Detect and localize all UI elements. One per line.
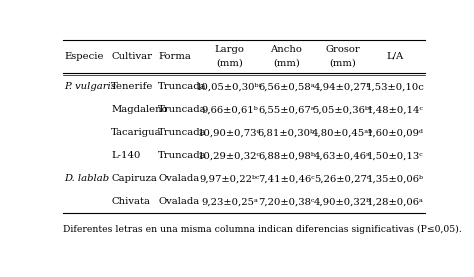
Text: 5,05±0,36ᵇᶜ: 5,05±0,36ᵇᶜ	[312, 105, 373, 114]
Text: 6,55±0,67ᵃ: 6,55±0,67ᵃ	[258, 105, 315, 114]
Text: D. lablab: D. lablab	[64, 175, 109, 183]
Text: 1,28±0,06ᵃ: 1,28±0,06ᵃ	[366, 198, 423, 206]
Text: Capiruza: Capiruza	[111, 175, 157, 183]
Text: 10,90±0,73ᵈ: 10,90±0,73ᵈ	[198, 128, 261, 137]
Text: Chivata: Chivata	[111, 198, 150, 206]
Text: Ovalada: Ovalada	[158, 198, 200, 206]
Text: Magdaleno: Magdaleno	[111, 105, 168, 114]
Text: Especie: Especie	[64, 52, 103, 61]
Text: (mm): (mm)	[329, 58, 356, 67]
Text: 9,97±0,22ᵇᶜ: 9,97±0,22ᵇᶜ	[199, 175, 260, 183]
Text: 1,60±0,09ᵈ: 1,60±0,09ᵈ	[366, 128, 423, 137]
Text: Diferentes letras en una misma columna indican diferencias significativas (P≤0,0: Diferentes letras en una misma columna i…	[63, 225, 462, 234]
Text: Cultivar: Cultivar	[111, 52, 152, 61]
Text: 4,80±0,45ᵃᵇ: 4,80±0,45ᵃᵇ	[312, 128, 373, 137]
Text: 7,41±0,46ᶜ: 7,41±0,46ᶜ	[258, 175, 315, 183]
Text: 1,53±0,10c: 1,53±0,10c	[365, 82, 424, 91]
Text: 7,20±0,38ᶜ: 7,20±0,38ᶜ	[258, 198, 315, 206]
Text: Truncada: Truncada	[158, 128, 207, 137]
Text: Truncada: Truncada	[158, 152, 207, 160]
Text: Tacarigua: Tacarigua	[111, 128, 162, 137]
Text: Tenerife: Tenerife	[111, 82, 154, 91]
Text: 9,23±0,25ᵃ: 9,23±0,25ᵃ	[201, 198, 258, 206]
Text: 1,50±0,13ᶜ: 1,50±0,13ᶜ	[366, 152, 423, 160]
Text: Grosor: Grosor	[325, 45, 360, 54]
Text: 4,63±0,46ᵃ: 4,63±0,46ᵃ	[314, 152, 371, 160]
Text: 1,48±0,14ᶜ: 1,48±0,14ᶜ	[366, 105, 423, 114]
Text: (mm): (mm)	[216, 58, 243, 67]
Text: 10,29±0,32ᶜ: 10,29±0,32ᶜ	[198, 152, 261, 160]
Text: 6,88±0,98ᵇ: 6,88±0,98ᵇ	[258, 152, 315, 160]
Text: 9,66±0,61ᵇ: 9,66±0,61ᵇ	[201, 105, 258, 114]
Text: Truncada: Truncada	[158, 82, 207, 91]
Text: (mm): (mm)	[273, 58, 300, 67]
Text: Largo: Largo	[214, 45, 244, 54]
Text: P. vulgaris: P. vulgaris	[64, 82, 116, 91]
Text: 1,35±0,06ᵇ: 1,35±0,06ᵇ	[366, 175, 423, 183]
Text: L-140: L-140	[111, 152, 140, 160]
Text: Ovalada: Ovalada	[158, 175, 200, 183]
Text: 4,90±0,32ᵇ: 4,90±0,32ᵇ	[314, 198, 371, 206]
Text: 6,56±0,58ᵃ: 6,56±0,58ᵃ	[258, 82, 315, 91]
Text: L/A: L/A	[386, 52, 403, 61]
Text: Forma: Forma	[158, 52, 191, 61]
Text: 10,05±0,30ᵇᶜ: 10,05±0,30ᵇᶜ	[196, 82, 263, 91]
Text: Ancho: Ancho	[271, 45, 302, 54]
Text: 4,94±0,27ᵇ: 4,94±0,27ᵇ	[314, 82, 371, 91]
Text: Truncada: Truncada	[158, 105, 207, 114]
Text: 6,81±0,30ᵇ: 6,81±0,30ᵇ	[258, 128, 315, 137]
Text: 5,26±0,27ᶜ: 5,26±0,27ᶜ	[314, 175, 371, 183]
